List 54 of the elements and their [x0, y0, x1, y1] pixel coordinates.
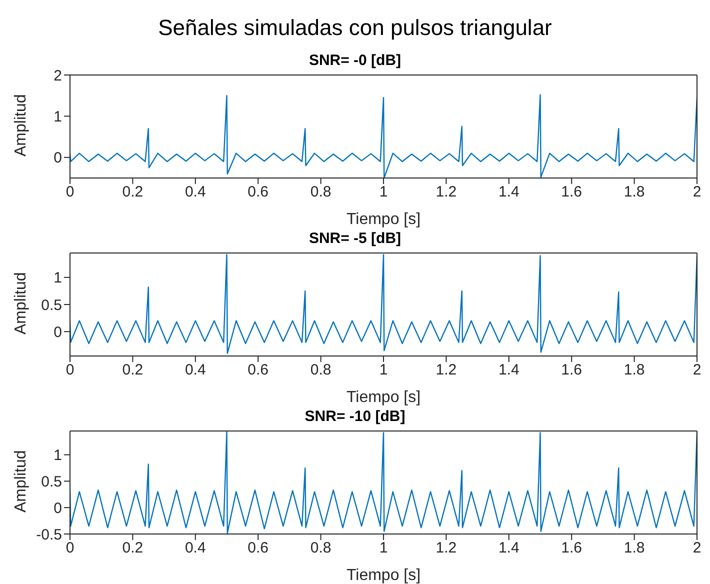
x-tick-label: 0 — [66, 184, 74, 201]
x-tick-label: 1.2 — [436, 540, 457, 557]
x-tick-label: 2 — [692, 362, 702, 379]
y-tick-label: 0.5 — [41, 296, 62, 314]
x-tick-label: 0.2 — [122, 362, 144, 379]
y-tick-label: -0.5 — [36, 526, 62, 544]
x-axis-title: Tiempo [s] — [346, 567, 421, 584]
y-tick-label: 1 — [54, 108, 62, 126]
chart-title: SNR= -5 [dB] — [308, 230, 402, 248]
x-tick-label: 1.2 — [436, 362, 457, 379]
y-tick-label: 1 — [54, 447, 62, 464]
y-tick-label: 0 — [54, 500, 62, 517]
y-tick-label: 1 — [54, 270, 62, 287]
x-tick-label: 1.6 — [561, 540, 582, 557]
x-tick-label: 0.8 — [310, 184, 332, 201]
y-axis-title: Amplitud — [12, 450, 30, 512]
x-tick-label: 0.2 — [122, 540, 144, 557]
x-tick-label: 1.6 — [561, 184, 582, 201]
x-tick-label: 1.2 — [436, 184, 457, 201]
x-tick-label: 0 — [66, 362, 74, 379]
x-tick-label: 0.4 — [184, 540, 206, 557]
x-tick-label: 1.8 — [624, 540, 645, 557]
y-tick-label: 0 — [54, 324, 62, 341]
y-axis-title: Amplitud — [12, 272, 30, 334]
x-axis-title: Tiempo [s] — [346, 211, 421, 228]
x-tick-label: 1.8 — [624, 184, 645, 201]
x-tick-label: 0.4 — [184, 362, 206, 379]
x-tick-label: 1 — [379, 362, 388, 379]
chart-title: SNR= -10 [dB] — [304, 408, 406, 426]
x-tick-label: 2 — [692, 540, 702, 557]
x-tick-label: 1.4 — [498, 184, 520, 201]
x-tick-label: 0.8 — [310, 540, 332, 557]
x-axis-title: Tiempo [s] — [346, 389, 421, 406]
x-tick-label: 1.8 — [624, 362, 645, 379]
y-tick-label: 0 — [54, 150, 62, 167]
line-series — [70, 254, 697, 354]
y-axis-title: Amplitud — [12, 94, 30, 156]
x-tick-label: 1.6 — [561, 362, 582, 379]
x-tick-label: 0.2 — [122, 184, 144, 201]
x-tick-label: 1.4 — [498, 362, 520, 379]
x-tick-label: 0 — [66, 540, 74, 557]
chart-title: SNR= -0 [dB] — [308, 52, 402, 69]
x-tick-label: 0.4 — [184, 184, 206, 201]
x-tick-label: 1 — [379, 184, 388, 201]
y-tick-label: 0.5 — [41, 474, 62, 491]
x-tick-label: 0.8 — [310, 362, 332, 379]
x-tick-label: 0.6 — [248, 540, 269, 557]
x-tick-label: 0.6 — [248, 362, 269, 379]
y-tick-label: 2 — [54, 67, 62, 84]
x-tick-label: 1.4 — [498, 540, 520, 557]
x-tick-label: 2 — [692, 184, 702, 201]
text: Señales simuladas con pulsos triangular — [157, 14, 553, 42]
x-tick-label: 1 — [379, 540, 388, 557]
x-tick-label: 0.6 — [248, 184, 269, 201]
